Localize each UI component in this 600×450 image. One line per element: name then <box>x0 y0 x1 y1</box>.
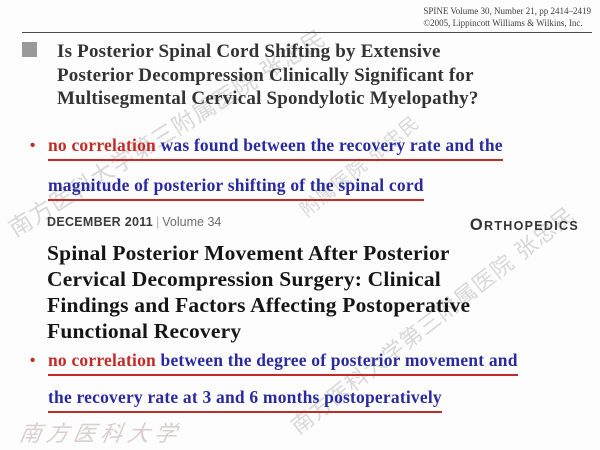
article2-title-line1: Spinal Posterior Movement After Posterio… <box>47 241 450 265</box>
journal1-citation-line2: ©2005, Lippincott Williams & Wilkins, In… <box>423 17 583 28</box>
bullet1-lead-text: no correlation <box>48 135 156 155</box>
article1-title-line1: Is Posterior Spinal Cord Shifting by Ext… <box>57 41 441 62</box>
journal2-logo-initial: O <box>469 216 485 234</box>
article2-title-line3: Findings and Factors Affecting Postopera… <box>47 293 471 317</box>
journal2-logo: ORTHOPEDICS <box>470 216 579 235</box>
bullet2-line1-rest: between the degree of posterior movement… <box>155 350 518 370</box>
journal1-citation: SPINE Volume 30, Number 21, pp 2414–2419… <box>423 6 591 29</box>
bullet2-line2: the recovery rate at 3 and 6 months post… <box>48 387 442 413</box>
journal1-citation-line1: SPINE Volume 30, Number 21, pp 2414–2419 <box>423 6 591 16</box>
journal2-separator: | <box>156 215 160 229</box>
article2-title: Spinal Posterior Movement After Posterio… <box>47 240 587 344</box>
bullet1-marker: • <box>30 137 36 154</box>
header-divider-line <box>22 32 592 33</box>
bullet2-marker: • <box>30 352 36 369</box>
bullet1-line2-text: magnitude of posterior shifting of the s… <box>48 175 424 201</box>
article1-title-line2: Posterior Decompression Clinically Signi… <box>57 64 474 86</box>
journal2-volume: Volume 34 <box>162 215 222 229</box>
article1-title-line3: Multisegmental Cervical Spondylotic Myel… <box>57 88 479 109</box>
article1-title: Is Posterior Spinal Cord Shifting by Ext… <box>57 40 527 111</box>
bullet2-lead-text: no correlation <box>48 350 156 370</box>
bullet2-line1: no correlation between the degree of pos… <box>48 350 518 376</box>
bullet1-line1: no correlation was found between the rec… <box>48 135 503 161</box>
gray-square-bullet <box>22 42 37 57</box>
article2-title-line2: Cervical Decompression Surgery: Clinical <box>47 267 441 291</box>
bullet1-line2: magnitude of posterior shifting of the s… <box>48 175 424 201</box>
bullet2-line2-text: the recovery rate at 3 and 6 months post… <box>48 387 442 413</box>
bullet1-line1-rest: was found between the recovery rate and … <box>155 135 503 155</box>
journal2-issue-info: DECEMBER 2011 | Volume 34 <box>47 215 221 229</box>
journal2-logo-rest: RTHOPEDICS <box>484 219 579 233</box>
article2-title-line4: Functional Recovery <box>47 319 242 343</box>
journal2-issue-date: DECEMBER 2011 <box>47 215 154 229</box>
